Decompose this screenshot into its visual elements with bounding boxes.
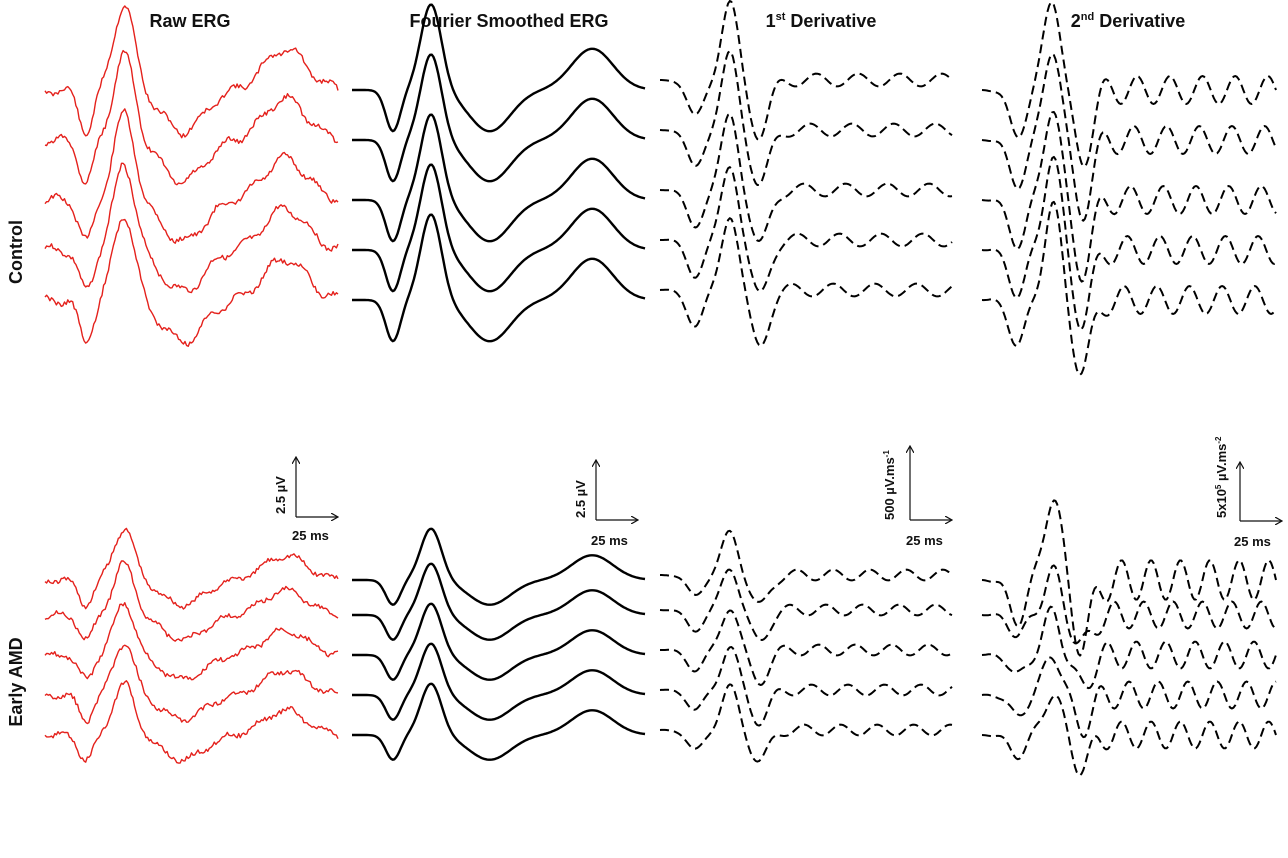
traces-second-derivative-control [981,1,1277,376]
trace-second-derivative-early-amd-2 [981,564,1277,645]
trace-second-derivative-control-3 [981,111,1277,283]
col-title-second-num: 2 [1071,11,1081,31]
scalebar-second-y-main: µV.ms [1214,444,1229,485]
trace-raw-early-amd-1 [44,527,339,610]
col-title-first-sup: st [776,11,786,23]
trace-smooth-early-amd-1 [352,527,646,606]
trace-raw-control-5 [44,218,339,347]
scalebar-raw-y-label: 2.5 µV [273,476,288,514]
scalebar-second-y-sup2: -2 [1214,436,1223,444]
trace-first-derivative-control-3 [659,112,953,242]
trace-smooth-early-amd-4 [352,642,646,721]
trace-second-derivative-control-5 [981,200,1277,376]
trace-second-derivative-early-amd-3 [981,605,1277,690]
trace-smooth-control-2 [352,53,646,183]
trace-first-derivative-control-1 [660,0,953,141]
scalebar-smoothed: 2.5 µV 25 ms [573,460,638,548]
traces-first-derivative-control [659,0,953,347]
scalebar-smoothed-y-label: 2.5 µV [573,480,588,518]
trace-raw-control-3 [44,108,339,244]
trace-raw-early-amd-3 [44,602,339,681]
trace-raw-control-2 [44,49,339,186]
trace-raw-early-amd-2 [44,560,339,642]
trace-first-derivative-early-amd-2 [659,568,953,641]
trace-second-derivative-early-amd-5 [981,694,1277,777]
trace-first-derivative-early-amd-1 [660,529,953,603]
col-title-second-sup: nd [1081,11,1094,23]
trace-second-derivative-control-4 [981,155,1277,331]
scalebar-raw-x-label: 25 ms [292,528,329,543]
scalebar-first-derivative: 500 µV.ms-1 25 ms [882,446,952,548]
traces-smooth-early-amd [352,527,646,761]
scalebar-second-y-pre: 5x10 [1214,489,1229,518]
scalebar-first-x-label: 25 ms [906,533,943,548]
scalebar-smoothed-x-label: 25 ms [591,533,628,548]
col-title-raw: Raw ERG [149,11,230,31]
traces-smooth-control [352,3,646,343]
trace-first-derivative-control-5 [659,217,953,347]
trace-raw-control-4 [44,162,339,294]
trace-smooth-control-3 [352,113,646,243]
trace-first-derivative-early-amd-5 [659,683,953,763]
scalebar-second-x-label: 25 ms [1234,534,1271,549]
trace-smooth-early-amd-3 [352,602,646,681]
scalebar-second-derivative: 5x105 µV.ms-2 25 ms [1214,436,1282,549]
row-label-early-amd: Early AMD [6,637,26,726]
row-label-control: Control [6,220,26,284]
scalebar-raw: 2.5 µV 25 ms [273,457,338,543]
trace-raw-early-amd-4 [44,644,339,725]
trace-first-derivative-control-4 [660,166,953,293]
traces-second-derivative-early-amd [981,499,1277,777]
scalebar-first-y-label: 500 µV.ms-1 [882,450,897,520]
traces-raw-control [44,5,339,347]
col-title-first-derivative: 1st Derivative [766,11,877,31]
col-title-smoothed: Fourier Smoothed ERG [409,11,608,31]
trace-smooth-early-amd-5 [352,682,646,761]
trace-smooth-early-amd-2 [352,562,646,641]
trace-smooth-control-5 [352,213,646,343]
scalebar-second-y-sup1: 5 [1214,484,1223,489]
scalebar-first-y-sup: -1 [882,450,891,458]
trace-first-derivative-control-2 [659,50,953,186]
col-title-second-rest: Derivative [1094,11,1185,31]
trace-raw-control-1 [44,5,339,139]
traces-raw-early-amd [44,527,339,764]
trace-raw-early-amd-5 [44,680,339,764]
trace-first-derivative-early-amd-3 [660,609,953,686]
scalebar-first-y-main: 500 µV.ms [882,457,897,520]
trace-smooth-control-4 [352,163,646,293]
col-title-first-rest: Derivative [785,11,876,31]
trace-second-derivative-control-1 [981,1,1277,168]
trace-second-derivative-early-amd-1 [981,499,1277,657]
trace-smooth-control-1 [352,3,646,133]
col-title-first-num: 1 [766,11,776,31]
trace-second-derivative-early-amd-4 [981,656,1277,739]
trace-second-derivative-control-2 [981,52,1277,222]
scalebar-second-y-label: 5x105 µV.ms-2 [1214,436,1229,518]
traces-first-derivative-early-amd [659,529,953,763]
col-title-second-derivative: 2nd Derivative [1071,11,1186,31]
